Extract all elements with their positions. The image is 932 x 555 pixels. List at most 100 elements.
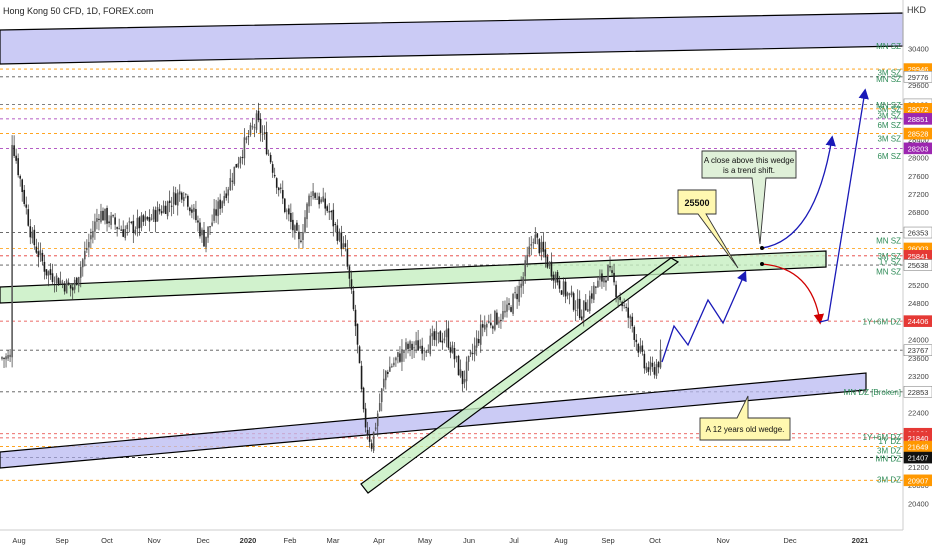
candle[interactable] xyxy=(421,337,423,361)
candle[interactable] xyxy=(19,174,21,187)
candle[interactable] xyxy=(140,212,143,232)
candle[interactable] xyxy=(526,246,528,268)
candle[interactable] xyxy=(419,339,421,350)
candle[interactable] xyxy=(560,289,563,296)
candle[interactable] xyxy=(494,309,496,332)
candle[interactable] xyxy=(542,232,545,258)
candle[interactable] xyxy=(417,329,419,351)
candle[interactable] xyxy=(504,300,506,318)
candle[interactable] xyxy=(445,320,448,348)
candle[interactable] xyxy=(467,355,470,371)
candle[interactable] xyxy=(631,312,634,333)
candle[interactable] xyxy=(469,350,472,358)
candle[interactable] xyxy=(609,256,611,272)
candle[interactable] xyxy=(267,149,270,157)
candle[interactable] xyxy=(1,356,3,361)
candle[interactable] xyxy=(15,148,17,164)
candle[interactable] xyxy=(328,202,331,221)
candle[interactable] xyxy=(277,186,280,197)
candle[interactable] xyxy=(263,125,266,140)
candle[interactable] xyxy=(253,123,256,138)
candle[interactable] xyxy=(146,216,149,221)
candle[interactable] xyxy=(595,286,597,295)
candle[interactable] xyxy=(166,200,169,220)
candle[interactable] xyxy=(296,219,298,232)
candle[interactable] xyxy=(55,273,58,292)
candle[interactable] xyxy=(92,220,94,244)
candle[interactable] xyxy=(548,261,551,270)
candle[interactable] xyxy=(582,300,585,327)
candle[interactable] xyxy=(215,199,217,223)
candle[interactable] xyxy=(336,219,339,245)
candle[interactable] xyxy=(411,341,413,360)
candle[interactable] xyxy=(195,200,197,223)
callout-trend-bubble[interactable] xyxy=(701,150,797,245)
candle[interactable] xyxy=(391,363,393,368)
candle[interactable] xyxy=(286,208,288,220)
candle[interactable] xyxy=(322,187,324,203)
candle[interactable] xyxy=(342,236,345,250)
candle[interactable] xyxy=(316,192,318,200)
candle[interactable] xyxy=(409,339,411,357)
candle[interactable] xyxy=(405,338,407,359)
candle[interactable] xyxy=(508,298,510,311)
candle[interactable] xyxy=(601,269,603,289)
price-label[interactable]: 28851 xyxy=(903,113,932,125)
candle[interactable] xyxy=(41,249,44,266)
candle[interactable] xyxy=(65,278,68,294)
candle[interactable] xyxy=(102,207,104,221)
candle[interactable] xyxy=(98,213,100,231)
price-label[interactable]: 20907 xyxy=(903,474,932,487)
candle[interactable] xyxy=(643,350,646,374)
candle[interactable] xyxy=(255,110,258,134)
candle[interactable] xyxy=(564,278,567,304)
candle[interactable] xyxy=(554,271,557,289)
candle[interactable] xyxy=(187,194,189,211)
candle[interactable] xyxy=(611,265,613,277)
candle[interactable] xyxy=(516,285,518,309)
candle[interactable] xyxy=(413,341,415,359)
candle[interactable] xyxy=(477,330,480,347)
candle[interactable] xyxy=(275,177,278,194)
candle[interactable] xyxy=(479,314,482,353)
candle[interactable] xyxy=(237,156,240,169)
candle[interactable] xyxy=(488,314,490,324)
candle[interactable] xyxy=(308,193,310,213)
candle[interactable] xyxy=(570,285,573,298)
candle[interactable] xyxy=(387,369,389,378)
rejection-down-arrow[interactable] xyxy=(761,263,824,325)
candle[interactable] xyxy=(23,184,26,207)
rising-trend-channel[interactable] xyxy=(360,257,680,494)
price-label[interactable]: 23767 xyxy=(903,344,932,357)
candle[interactable] xyxy=(471,343,474,361)
candle[interactable] xyxy=(63,281,66,295)
candle[interactable] xyxy=(603,276,605,288)
candle[interactable] xyxy=(3,357,5,368)
candle[interactable] xyxy=(59,271,62,286)
candle[interactable] xyxy=(483,315,486,333)
candle[interactable] xyxy=(617,295,619,308)
candle[interactable] xyxy=(269,152,272,165)
candle[interactable] xyxy=(340,225,343,257)
candle[interactable] xyxy=(599,269,601,287)
candle[interactable] xyxy=(397,351,399,364)
candle[interactable] xyxy=(522,272,524,294)
candle[interactable] xyxy=(423,347,425,361)
candle[interactable] xyxy=(506,297,508,318)
candle[interactable] xyxy=(453,341,456,368)
candle[interactable] xyxy=(425,349,427,357)
candle[interactable] xyxy=(657,360,660,374)
candle[interactable] xyxy=(403,350,405,362)
candle[interactable] xyxy=(443,330,446,344)
wedge-lower-band[interactable] xyxy=(0,372,867,469)
breakout-up-arrow[interactable] xyxy=(761,135,836,249)
candle[interactable] xyxy=(330,209,333,220)
candle[interactable] xyxy=(45,269,48,280)
candle[interactable] xyxy=(273,167,276,179)
candle[interactable] xyxy=(580,309,583,321)
candle[interactable] xyxy=(621,300,623,312)
candle[interactable] xyxy=(510,305,512,313)
candle[interactable] xyxy=(576,289,579,316)
candle[interactable] xyxy=(118,218,120,230)
candle[interactable] xyxy=(558,275,561,293)
